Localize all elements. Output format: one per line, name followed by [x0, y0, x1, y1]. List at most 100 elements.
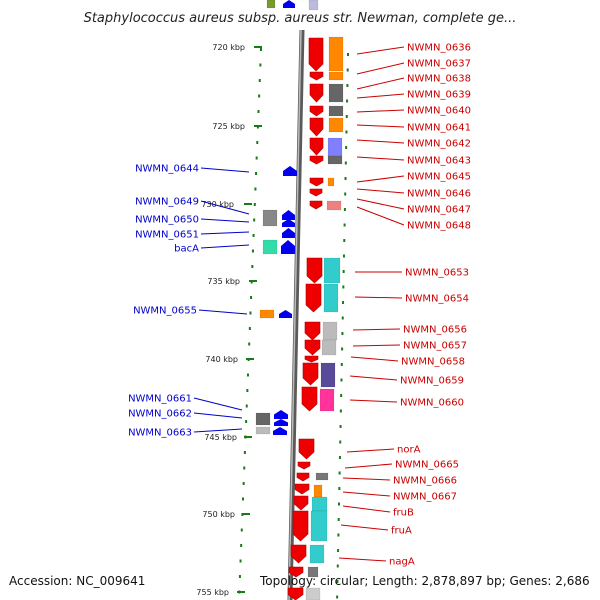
label-leader	[354, 296, 403, 299]
feature-block	[328, 83, 344, 103]
feature-block	[305, 587, 321, 600]
feature-block	[327, 177, 335, 187]
reverse-gene-label: NWMN_0661	[128, 394, 192, 405]
forward-gene-label: NWMN_0643	[407, 156, 471, 167]
forward-cds-arrow	[288, 566, 304, 578]
reverse-gene-label: NWMN_0663	[128, 428, 192, 439]
feature-block	[323, 257, 341, 284]
label-leader	[340, 524, 389, 531]
tick-mark-right	[337, 533, 340, 537]
tick-mark-left	[260, 48, 262, 51]
label-leader	[200, 244, 250, 249]
forward-gene-label: NWMN_0637	[407, 59, 471, 70]
scale-label: 750 kbp	[202, 510, 235, 519]
tick-mark-right	[341, 347, 344, 351]
label-leader	[349, 399, 398, 403]
forward-cds-arrow	[309, 117, 324, 137]
label-leader	[356, 77, 405, 90]
label-leader	[342, 491, 391, 497]
tick-mark-right	[343, 208, 346, 211]
forward-gene-label: NWMN_0645	[407, 172, 471, 183]
forward-gene-label: nagA	[389, 557, 415, 568]
tick-mark-left	[258, 94, 261, 98]
feature-block	[327, 155, 343, 165]
forward-gene-label: NWMN_0657	[403, 341, 467, 352]
forward-gene-label: NWMN_0659	[400, 376, 464, 387]
tick-mark-left	[259, 63, 262, 67]
tick-mark-right	[341, 316, 344, 320]
forward-gene-label: fruA	[391, 526, 412, 537]
forward-gene-label: NWMN_0636	[407, 43, 471, 54]
reverse-cds-arrow	[281, 240, 295, 254]
tick-mark-right	[336, 580, 339, 583]
tick-mark-left	[249, 311, 252, 315]
reverse-cds-arrow	[283, 166, 297, 176]
feature-block	[328, 105, 344, 117]
tick-mark-right	[344, 177, 347, 180]
tick-mark-right	[336, 564, 339, 568]
tick-mark-right	[339, 409, 342, 413]
forward-cds-arrow	[301, 386, 318, 412]
tick-mark-right	[343, 223, 346, 227]
forward-cds-arrow	[308, 37, 324, 72]
tick-mark-left	[239, 559, 242, 563]
forward-cds-arrow	[298, 438, 315, 460]
label-leader	[356, 175, 405, 183]
tick-mark-left	[243, 451, 246, 454]
reverse-cds-arrow	[282, 228, 295, 238]
label-leader	[200, 231, 250, 235]
forward-cds-arrow	[296, 472, 310, 482]
label-leader	[356, 62, 405, 75]
forward-cds-arrow	[306, 257, 323, 284]
feature-block	[262, 209, 278, 227]
feature-block	[266, 0, 276, 9]
feature-block	[309, 544, 325, 564]
feature-block	[326, 200, 342, 211]
tick-mark-right	[342, 270, 345, 273]
reverse-cds-arrow	[282, 219, 295, 227]
forward-cds-arrow	[309, 137, 324, 156]
forward-cds-arrow	[293, 495, 309, 511]
reverse-cds-arrow	[282, 210, 295, 220]
forward-gene-label: NWMN_0660	[400, 398, 464, 409]
label-leader	[356, 124, 405, 128]
feature-block	[262, 239, 278, 255]
scale-label: 720 kbp	[212, 43, 245, 52]
tick-mark-right	[342, 301, 345, 304]
label-leader	[198, 309, 248, 315]
feature-block	[313, 484, 323, 498]
scale-label: 755 kbp	[196, 588, 229, 597]
scale-label: 745 kbp	[204, 433, 237, 442]
scale-label: 740 kbp	[205, 355, 238, 364]
map-title: Staphylococcus aureus subsp. aureus str.…	[84, 11, 517, 26]
tick-mark-right	[341, 332, 344, 335]
feature-block	[323, 283, 339, 313]
forward-gene-label: NWMN_0640	[407, 106, 471, 117]
forward-gene-label: NWMN_0638	[407, 74, 471, 85]
tick-mark-left	[242, 497, 245, 501]
forward-gene-label: NWMN_0656	[403, 325, 467, 336]
label-leader	[352, 328, 401, 331]
tick-mark-right	[340, 394, 343, 397]
feature-block	[311, 496, 328, 512]
tick-mark-left	[251, 265, 254, 268]
tick-mark-left	[256, 141, 259, 144]
label-leader	[356, 139, 405, 144]
forward-gene-label: norA	[397, 445, 421, 456]
tick-mark-right	[338, 502, 341, 506]
tick-mark-left	[246, 389, 249, 392]
label-leader	[356, 109, 405, 113]
scale-label: 730 kbp	[201, 200, 234, 209]
forward-cds-arrow	[309, 200, 323, 210]
tick-mark-right	[344, 192, 347, 196]
feature-block	[255, 426, 271, 435]
forward-gene-label: NWMN_0666	[393, 476, 457, 487]
forward-gene-label: NWMN_0653	[405, 268, 469, 279]
forward-cds-arrow	[304, 355, 319, 363]
label-leader	[350, 356, 399, 362]
tick-mark-left	[243, 466, 246, 470]
label-leader	[200, 200, 250, 215]
tick-mark-right	[339, 440, 342, 444]
forward-gene-label: NWMN_0647	[407, 205, 471, 216]
label-leader	[352, 344, 401, 347]
